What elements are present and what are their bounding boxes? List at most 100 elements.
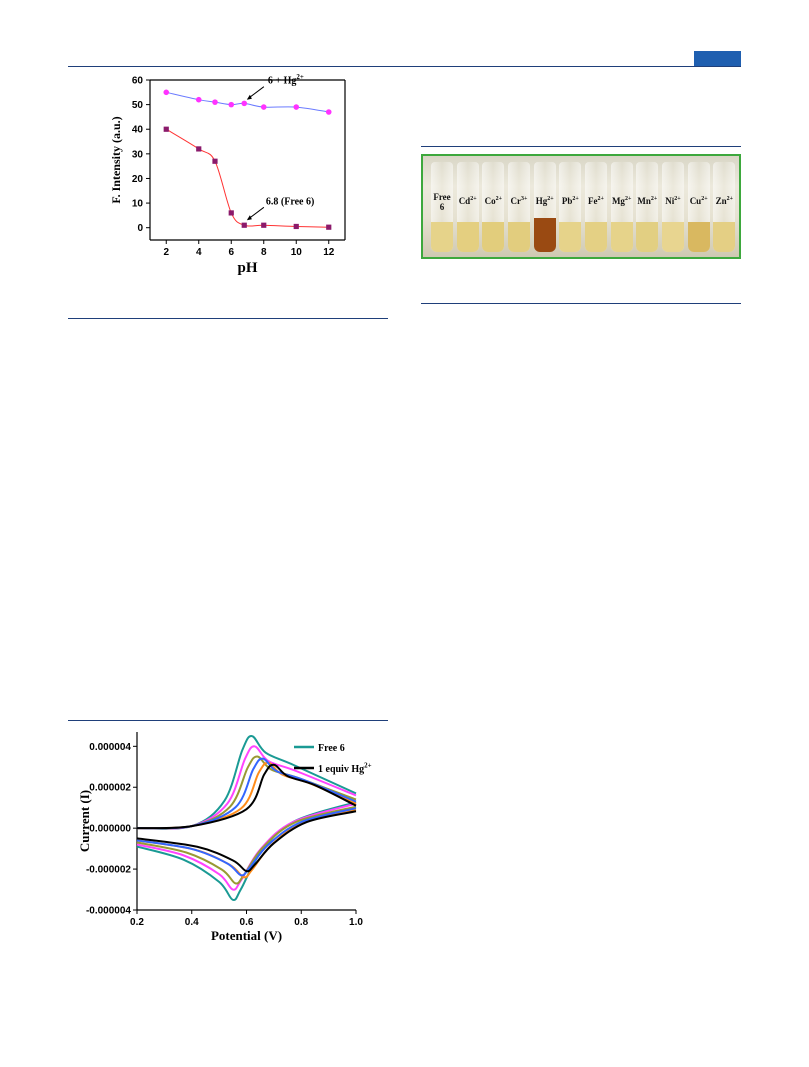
- vial-liquid: [610, 222, 633, 252]
- cv-reverse-sweep: [136, 810, 357, 873]
- x-tick-label: 6: [228, 247, 234, 258]
- vial-liquid: [687, 222, 710, 252]
- vial-label: Hg2+: [535, 196, 554, 206]
- vial-label: Mg2+: [611, 196, 632, 206]
- data-point: [163, 89, 170, 96]
- x-tick-label: 0.8: [294, 917, 308, 928]
- y-axis-label: Current (I): [77, 790, 92, 852]
- cv-reverse-sweep: [136, 807, 357, 877]
- data-point: [260, 104, 267, 110]
- vial-label: Cu2+: [689, 196, 708, 206]
- vial-liquid: [662, 222, 684, 252]
- vial: [508, 162, 530, 252]
- x-axis-label: pH: [237, 260, 257, 276]
- legend-label: Free 6: [318, 743, 345, 754]
- vial-liquid: [431, 222, 453, 252]
- left-figure-bottom-rule: [68, 318, 388, 319]
- y-axis-label: F. Intensity (a.u.): [109, 116, 123, 203]
- vial-label: Fe2+: [588, 196, 604, 206]
- vial: [713, 162, 736, 252]
- x-tick-label: 2: [163, 247, 169, 258]
- legend-label: 1 equiv Hg2+: [318, 762, 372, 776]
- data-point: [241, 100, 248, 107]
- cv-reverse-sweep: [136, 805, 357, 885]
- header-rule: [68, 66, 741, 67]
- data-point: [326, 224, 332, 230]
- x-tick-label: 0.6: [240, 917, 254, 928]
- y-tick-label: 0.000000: [89, 824, 131, 835]
- vial-label: Free 6: [433, 192, 451, 212]
- vial-liquid: [482, 222, 505, 252]
- vial: [662, 162, 684, 252]
- x-tick-label: 12: [323, 247, 335, 258]
- y-tick-label: 30: [132, 149, 144, 160]
- x-tick-label: 8: [261, 247, 267, 258]
- y-tick-label: 60: [132, 76, 144, 87]
- vials-photo: Free 6 Cd2+ Co2+ Cr3+ Hg2+ Pb2+ Fe2+ Mg2+ Mn2+ Ni2…: [421, 154, 741, 259]
- cv-reverse-sweep: [136, 802, 357, 891]
- data-point: [196, 146, 202, 152]
- cv-forward-sweep: [136, 763, 357, 830]
- vial: [636, 162, 659, 252]
- vial-liquid: [508, 222, 530, 252]
- y-tick-label: -0.000002: [86, 865, 131, 876]
- data-point: [293, 223, 299, 230]
- data-point: [228, 210, 234, 216]
- vial-label: Co2+: [484, 196, 503, 206]
- vial: [585, 162, 607, 252]
- vial: [559, 162, 582, 252]
- vial: [687, 162, 710, 252]
- vial-liquid: [456, 222, 479, 252]
- cv-reverse-sweep: [136, 808, 357, 879]
- vial-label: Mn2+: [637, 196, 658, 206]
- vial: [533, 162, 556, 252]
- y-tick-label: 10: [132, 199, 144, 210]
- vial-label: Ni2+: [665, 196, 681, 206]
- vial-liquid: [713, 222, 736, 252]
- y-tick-label: -0.000004: [86, 906, 131, 917]
- y-tick-label: 50: [132, 100, 144, 111]
- x-axis-label: Potential (V): [211, 928, 282, 943]
- vial-label: Pb2+: [561, 196, 579, 206]
- arrow-head: [246, 94, 252, 100]
- vial-liquid: [636, 222, 659, 252]
- data-point: [212, 99, 218, 105]
- x-tick-label: 4: [196, 247, 202, 258]
- y-tick-label: 40: [132, 125, 144, 136]
- x-tick-label: 0.2: [130, 917, 144, 928]
- data-point: [325, 109, 332, 115]
- y-tick-label: 0: [137, 223, 143, 234]
- vial-liquid: [585, 222, 607, 252]
- data-point: [195, 96, 202, 103]
- right-figure-top-rule: [421, 146, 741, 147]
- data-point: [293, 104, 300, 110]
- vial: [431, 162, 453, 252]
- header-tab: [694, 51, 741, 66]
- vial-liquid: [559, 222, 582, 252]
- x-tick-label: 10: [291, 247, 303, 258]
- data-point: [228, 101, 235, 108]
- y-tick-label: 20: [132, 174, 144, 185]
- y-tick-label: 0.000004: [89, 742, 131, 753]
- x-tick-label: 1.0: [349, 917, 363, 928]
- annotation-label: 6 + Hg2+: [268, 73, 304, 87]
- vial-label: Zn2+: [715, 196, 734, 206]
- vial: [610, 162, 633, 252]
- data-point: [261, 222, 267, 228]
- arrow-head: [246, 215, 252, 221]
- right-figure-bottom-rule: [421, 303, 741, 304]
- annotation-label: 6.8 (Free 6): [266, 196, 314, 207]
- cv-figure-top-rule: [68, 720, 388, 721]
- data-point: [163, 126, 169, 132]
- vial-liquid: [533, 218, 556, 252]
- vial-label: Cr3+: [510, 196, 528, 206]
- vial-label: Cd2+: [458, 196, 477, 206]
- x-tick-label: 0.4: [185, 917, 199, 928]
- y-tick-label: 0.000002: [89, 783, 131, 794]
- vial: [456, 162, 479, 252]
- vial: [482, 162, 505, 252]
- data-point: [241, 222, 247, 228]
- data-point: [212, 158, 218, 164]
